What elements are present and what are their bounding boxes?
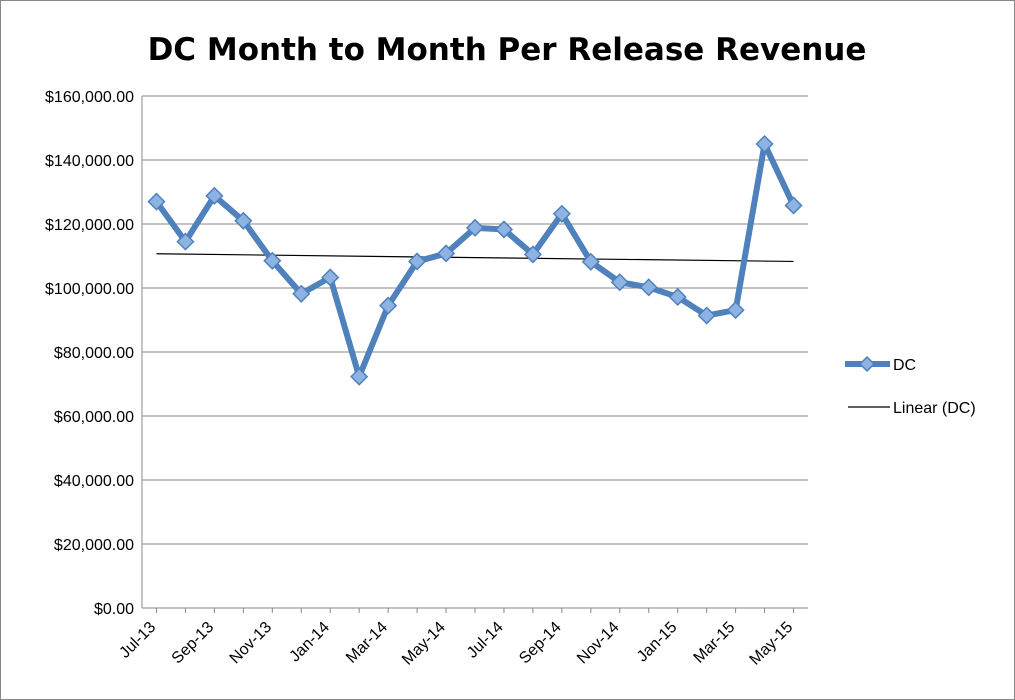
data-point-marker	[176, 232, 195, 251]
y-tick-label: $20,000.00	[54, 537, 134, 554]
data-point-marker	[234, 211, 253, 230]
x-tick-label: Mar-14	[343, 619, 391, 667]
data-point-marker	[321, 268, 340, 287]
x-tick-label: Jan-14	[286, 619, 333, 666]
data-point-marker	[755, 134, 774, 154]
chart-title: DC Month to Month Per Release Revenue	[148, 32, 867, 68]
x-tick-label: Nov-13	[227, 619, 276, 668]
legend-label-trendline: Linear (DC)	[893, 400, 976, 417]
x-tick-label: Nov-14	[574, 619, 623, 668]
trendline-group	[156, 253, 794, 263]
x-tick-label: Sep-13	[169, 619, 218, 668]
data-point-marker	[263, 251, 282, 270]
x-tick-label: May-15	[747, 619, 797, 669]
x-axis-tick-labels: Jul-13 Sep-13 Nov-13 Jan-14 Mar-14 May-14 Jul-…	[116, 619, 796, 669]
data-point-marker	[436, 244, 456, 263]
y-tick-label: $60,000.00	[54, 409, 134, 426]
legend: DC Linear (DC)	[845, 355, 976, 417]
series-group	[147, 134, 803, 386]
data-point-marker	[147, 192, 166, 211]
x-tick-label: May-14	[399, 619, 449, 669]
x-tick-label: Jan-15	[634, 619, 681, 666]
y-tick-label: $40,000.00	[54, 473, 134, 490]
y-tick-label: $100,000.00	[45, 281, 134, 298]
x-tick-label: Jul-13	[116, 619, 159, 662]
data-point-marker	[350, 367, 369, 386]
data-point-marker	[465, 218, 485, 237]
data-point-marker	[205, 186, 224, 205]
data-point-marker	[697, 306, 716, 325]
axes	[141, 96, 808, 613]
y-tick-label: $0.00	[94, 601, 134, 618]
y-tick-label: $120,000.00	[45, 217, 134, 234]
y-tick-label: $80,000.00	[54, 345, 134, 362]
y-axis-tick-labels: $0.00 $20,000.00 $40,000.00 $60,000.00 $80,0…	[45, 89, 134, 618]
x-tick-label: Sep-14	[516, 619, 565, 668]
data-point-marker	[523, 245, 542, 264]
data-point-marker	[379, 296, 398, 315]
data-point-marker	[292, 284, 311, 303]
data-point-marker	[668, 287, 687, 307]
data-point-marker	[784, 196, 803, 215]
data-point-marker	[581, 252, 600, 271]
data-point-marker	[494, 220, 514, 239]
trendline	[156, 253, 794, 263]
data-point-marker	[639, 278, 658, 297]
legend-marker-dc	[858, 355, 876, 373]
y-tick-label: $140,000.00	[45, 153, 134, 170]
data-point-marker	[552, 204, 571, 223]
legend-label-dc: DC	[893, 357, 916, 374]
x-tick-label: Mar-15	[691, 619, 739, 667]
data-point-marker	[726, 301, 745, 320]
x-tick-label: Jul-14	[464, 619, 507, 662]
y-tick-label: $160,000.00	[45, 89, 134, 106]
data-point-marker	[610, 273, 629, 292]
data-point-marker	[408, 252, 427, 271]
